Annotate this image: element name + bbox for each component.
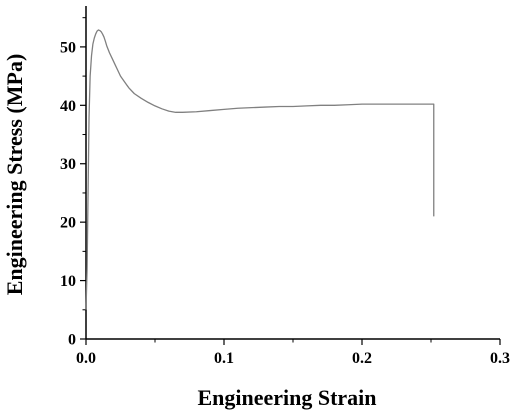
axes: 0.0 0.1 0.2 0.3 0 10 20 30 40 50 (60, 6, 510, 367)
y-tick-label: 0 (68, 332, 76, 349)
plot-area (85, 29, 435, 310)
y-tick-label: 50 (60, 39, 76, 56)
series-line-1 (85, 29, 435, 310)
x-tick-label: 0.0 (76, 350, 96, 367)
x-tick-label: 0.1 (214, 350, 234, 367)
x-tick-label: 0.2 (352, 350, 372, 367)
x-axis-title: Engineering Strain (197, 385, 376, 410)
y-axis-title: Engineering Stress (MPa) (2, 54, 27, 296)
y-tick-label: 30 (60, 156, 76, 173)
x-tick-label: 0.3 (490, 350, 510, 367)
y-tick-label: 20 (60, 215, 76, 232)
y-tick-label: 10 (60, 273, 76, 290)
y-tick-label: 40 (60, 98, 76, 115)
